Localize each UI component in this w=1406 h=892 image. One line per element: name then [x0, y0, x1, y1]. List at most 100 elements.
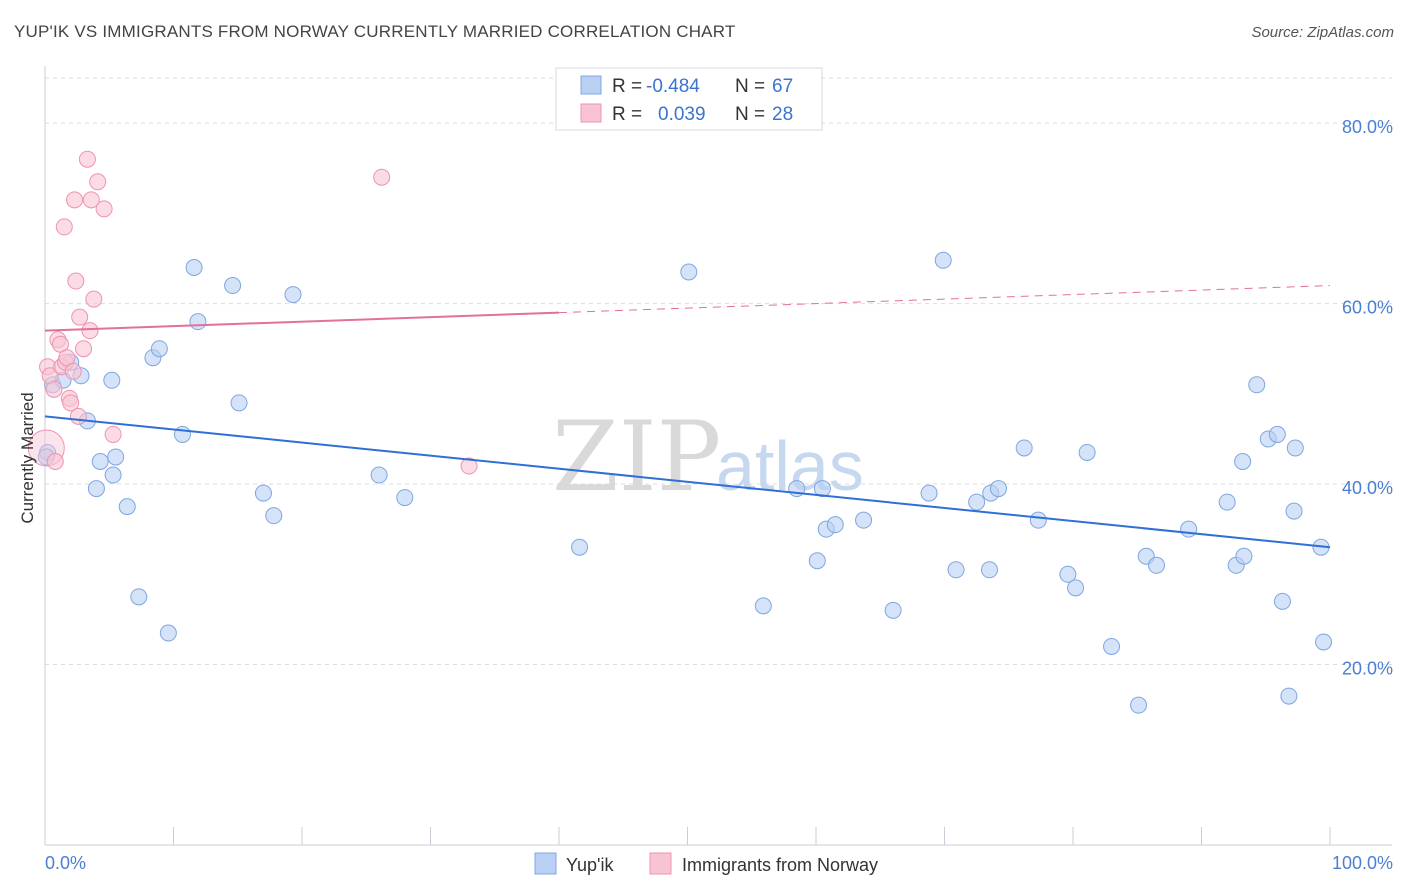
point-norway: [64, 362, 82, 380]
y-tick-label: 80.0%: [1342, 117, 1393, 137]
point-norway: [85, 290, 103, 308]
point-yupik: [968, 493, 986, 511]
point-norway: [81, 322, 99, 340]
point-norway: [66, 191, 84, 209]
x-tick-label-start: 0.0%: [45, 853, 86, 873]
point-norway: [45, 380, 63, 398]
source-credit: Source: ZipAtlas.com: [1251, 24, 1394, 41]
point-norway: [89, 173, 107, 191]
watermark-zip: ZIP: [552, 401, 721, 513]
point-yupik: [159, 624, 177, 642]
point-yupik: [1078, 443, 1096, 461]
point-yupik: [754, 597, 772, 615]
point-yupik: [1218, 493, 1236, 511]
point-yupik: [150, 340, 168, 358]
trend-line-norway-dashed: [558, 285, 1331, 314]
point-yupik: [808, 552, 826, 570]
point-yupik: [284, 286, 302, 304]
chart-title: YUP'IK VS IMMIGRANTS FROM NORWAY CURRENT…: [14, 22, 736, 41]
legend-swatch-yupik: [534, 852, 557, 875]
point-norway: [460, 457, 478, 475]
point-norway: [373, 168, 391, 186]
point-yupik: [1103, 637, 1121, 655]
stats-n-label-blue: N =: [735, 76, 765, 97]
point-yupik: [980, 561, 998, 579]
point-yupik: [884, 601, 902, 619]
point-yupik: [107, 448, 125, 466]
point-norway: [62, 394, 80, 412]
point-yupik: [1285, 502, 1303, 520]
point-yupik: [1148, 556, 1166, 574]
legend-label-norway: Immigrants from Norway: [682, 855, 878, 875]
stats-r-label-pink: R =: [612, 104, 642, 125]
series-legend: Yup'ik Immigrants from Norway: [534, 852, 878, 875]
point-yupik: [103, 371, 121, 389]
point-yupik: [571, 538, 589, 556]
series-yupik-points: [37, 251, 1333, 714]
point-yupik: [87, 480, 105, 498]
series-norway-points: [27, 150, 478, 475]
point-yupik: [1315, 633, 1333, 651]
point-yupik: [265, 507, 283, 525]
point-yupik: [813, 480, 831, 498]
point-yupik: [104, 466, 122, 484]
point-yupik: [1273, 592, 1291, 610]
point-yupik: [934, 251, 952, 269]
point-norway: [69, 407, 87, 425]
point-norway: [71, 308, 89, 326]
legend-swatch-norway: [649, 852, 672, 875]
point-yupik: [1268, 425, 1286, 443]
trend-lines: [44, 285, 1331, 549]
point-yupik: [947, 561, 965, 579]
trend-line-norway-solid: [44, 311, 560, 332]
point-yupik: [91, 453, 109, 470]
point-yupik: [1248, 376, 1266, 394]
point-yupik: [1067, 579, 1085, 597]
point-norway: [46, 453, 64, 470]
point-yupik: [1015, 439, 1033, 457]
point-yupik: [118, 498, 136, 516]
stats-r-value-pink: 0.039: [658, 104, 706, 125]
x-tick-label-end: 100.0%: [1332, 853, 1393, 873]
grid-lines: [45, 77, 1392, 666]
point-yupik: [189, 313, 207, 331]
point-yupik: [254, 484, 272, 502]
stats-legend: R = -0.484 N = 67 R = 0.039 N = 28: [555, 67, 823, 131]
stats-legend-blue-swatch: [580, 75, 602, 95]
point-yupik: [370, 466, 388, 484]
point-yupik: [1234, 453, 1252, 470]
stats-r-value-blue: -0.484: [646, 76, 700, 97]
point-yupik: [1130, 696, 1148, 714]
point-yupik: [230, 394, 248, 412]
point-norway: [67, 272, 85, 290]
stats-r-label-blue: R =: [612, 76, 642, 97]
point-yupik: [185, 258, 203, 276]
stats-n-value-pink: 28: [772, 104, 793, 125]
point-yupik: [920, 484, 938, 502]
point-norway: [95, 200, 113, 218]
trend-line-yupik-solid: [44, 415, 1331, 549]
point-yupik: [224, 277, 242, 295]
legend-label-yupik: Yup'ik: [566, 855, 614, 875]
y-axis-label: Currently Married: [18, 392, 37, 523]
point-norway: [55, 218, 73, 236]
point-yupik: [989, 480, 1007, 498]
point-yupik: [680, 263, 698, 281]
point-yupik: [826, 516, 844, 534]
stats-n-label-pink: N =: [735, 104, 765, 125]
x-tick-labels: 0.0% 100.0%: [45, 853, 1393, 873]
point-yupik: [1235, 547, 1253, 565]
stats-legend-pink-swatch: [580, 103, 602, 123]
y-tick-labels: 20.0% 40.0% 60.0% 80.0%: [1342, 117, 1393, 678]
y-tick-label: 60.0%: [1342, 298, 1393, 318]
point-yupik: [1286, 439, 1304, 457]
stats-n-value-blue: 67: [772, 76, 793, 97]
point-norway: [75, 340, 93, 358]
point-yupik: [130, 588, 148, 606]
point-yupik: [855, 511, 873, 529]
point-yupik: [1059, 565, 1077, 583]
point-yupik: [396, 489, 414, 507]
point-yupik: [1180, 520, 1198, 538]
y-tick-label: 40.0%: [1342, 478, 1393, 498]
